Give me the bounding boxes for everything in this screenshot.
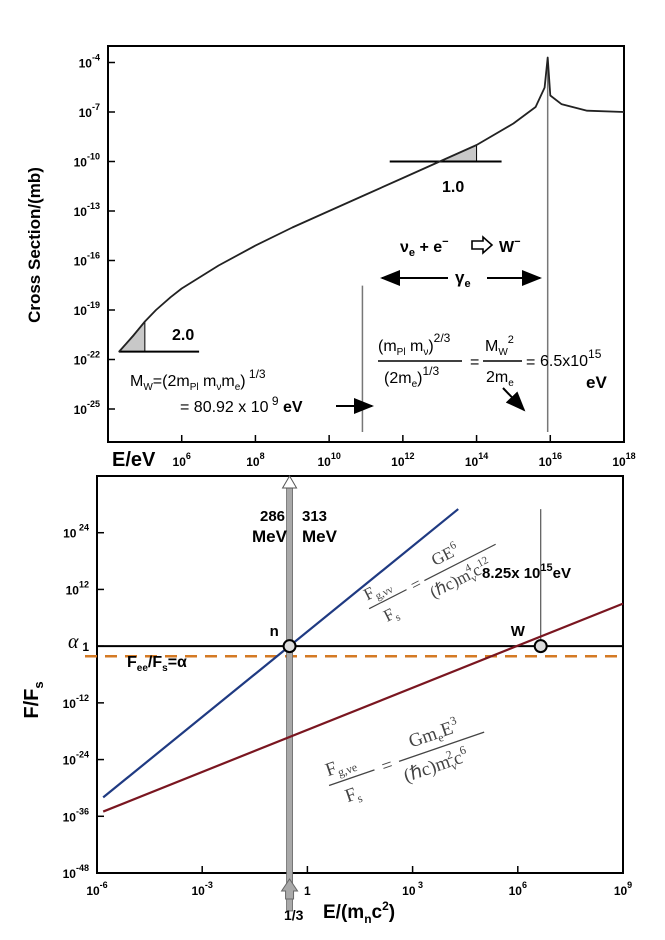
svg-text:=: = xyxy=(407,574,424,595)
nu-nu-line xyxy=(102,508,459,799)
y-tick-label: 1 xyxy=(82,640,89,654)
mev-left-number: 286 xyxy=(260,508,285,525)
y-tick-label: 10-24 xyxy=(63,750,89,768)
top-x-axis-label: E/eV xyxy=(112,449,156,471)
x-tick-label: 1018 xyxy=(612,451,635,469)
x-tick-label: 106 xyxy=(173,451,191,469)
third-arrow-head-icon xyxy=(281,475,298,489)
bottom-y-axis-label: F/Fs xyxy=(21,681,46,718)
svg-text:GE6: GE6 xyxy=(428,539,463,570)
bottom-x-axis-label: E/(mnc2) xyxy=(323,899,395,926)
y-tick-label: 10-22 xyxy=(74,350,100,368)
bottom-plot-frame xyxy=(96,475,624,874)
cross-section-curve xyxy=(118,56,625,353)
svg-text:=: = xyxy=(470,354,479,371)
svg-text:GmeE3: GmeE3 xyxy=(405,713,462,754)
third-arrow-shaft xyxy=(286,483,293,912)
y-tick-label: 10-36 xyxy=(63,806,89,824)
y-tick-label: 10-25 xyxy=(74,399,100,417)
y-tick-label: 10 24 xyxy=(63,523,89,541)
x-tick-label: 10-3 xyxy=(192,880,213,898)
x-tick-label: 1 xyxy=(304,884,311,898)
svg-text:MW2: MW2 xyxy=(485,334,514,358)
x-tick-label: 1014 xyxy=(465,451,488,469)
mev-right-number: 313 xyxy=(302,508,327,525)
top-ticks: 10-4 10-7 10-10 10-13 10-16 10-19 10-22 10-25 10… xyxy=(74,53,636,470)
svg-text:eV: eV xyxy=(586,373,607,392)
y-tick-label: 10-4 xyxy=(79,53,100,71)
svg-text:Fs: Fs xyxy=(380,602,402,628)
slope-1-label: 1.0 xyxy=(442,179,464,196)
top-curve-layer xyxy=(118,56,625,432)
svg-text:Fg,νν: Fg,νν xyxy=(360,575,395,607)
y-tick-label: 10-13 xyxy=(74,201,100,219)
y-tick-label: 10-10 xyxy=(74,152,100,170)
point-label-W: W xyxy=(511,623,526,640)
third-label: 1/3 xyxy=(284,907,304,923)
x-tick-label: 106 xyxy=(509,880,527,898)
nu-e-line xyxy=(102,602,624,813)
y-tick-label: 10-7 xyxy=(79,102,100,120)
mev-right-unit: MeV xyxy=(302,527,338,546)
slope-2-label: 2.0 xyxy=(172,327,194,344)
x-tick-label: 1010 xyxy=(317,451,340,469)
y-tick-label: 10-48 xyxy=(63,863,89,881)
svg-text:Fs: Fs xyxy=(342,782,364,809)
svg-text:(2me)1/3: (2me)1/3 xyxy=(384,364,439,390)
ratio-formula: (mPl mν)2/3 (2me)1/3 = MW2 2me = 6.5x101… xyxy=(378,331,607,392)
x-tick-label: 1016 xyxy=(539,451,562,469)
x-tick-label: 1012 xyxy=(391,451,414,469)
mev-left-unit: MeV xyxy=(252,527,288,546)
point-W xyxy=(533,639,548,654)
x-tick-label: 10 3 xyxy=(402,880,423,898)
ratio-arrow xyxy=(502,387,526,412)
gamma-label: γe xyxy=(455,268,471,290)
alpha-label: α xyxy=(68,631,79,653)
y-tick-label: 10-19 xyxy=(74,300,100,318)
x-tick-label: 10-6 xyxy=(86,880,107,898)
point-n xyxy=(282,639,297,654)
third-arrow-bottom-icon xyxy=(280,878,299,900)
svg-text:(ℏc)mν2c6: (ℏc)mν2c6 xyxy=(400,742,472,788)
y-tick-label: 10-12 xyxy=(63,693,89,711)
top-plot-frame xyxy=(107,45,625,443)
reaction-arrow-icon xyxy=(471,235,494,255)
fve-formula: Fg,νe Fs = GmeE3 (ℏc)mν2c6 xyxy=(323,713,485,809)
svg-text:6.5x1015: 6.5x1015 xyxy=(540,347,602,370)
svg-text:=: = xyxy=(526,354,535,371)
cross-section-chart: 10-4 10-7 10-10 10-13 10-16 10-19 10-22 10-25 10… xyxy=(25,45,636,471)
ew-value: 8.25x 1015eV xyxy=(482,562,571,582)
svg-text:=: = xyxy=(379,754,396,777)
svg-text:Fg,νe: Fg,νe xyxy=(323,751,359,783)
y-tick-label: 10-16 xyxy=(74,251,100,269)
mw-formula-line2: = 80.92 x 10 9 eV xyxy=(180,394,303,416)
reaction-label: νe + e− xyxy=(400,236,449,259)
y-tick-label: 1012 xyxy=(66,579,89,597)
svg-text:(mPl mν)2/3: (mPl mν)2/3 xyxy=(378,331,451,358)
mw-formula-line1: MW=(2mPl mνme) 1/3 xyxy=(130,367,266,393)
reaction-product: W− xyxy=(499,236,521,256)
x-tick-label: 109 xyxy=(614,880,632,898)
x-tick-label: 108 xyxy=(246,451,264,469)
svg-text:2me: 2me xyxy=(486,369,514,389)
point-label-n: n xyxy=(270,623,279,640)
fee-label: Fee/Fs=α xyxy=(127,654,187,674)
top-y-axis-label: Cross Section/(mb) xyxy=(25,167,44,323)
